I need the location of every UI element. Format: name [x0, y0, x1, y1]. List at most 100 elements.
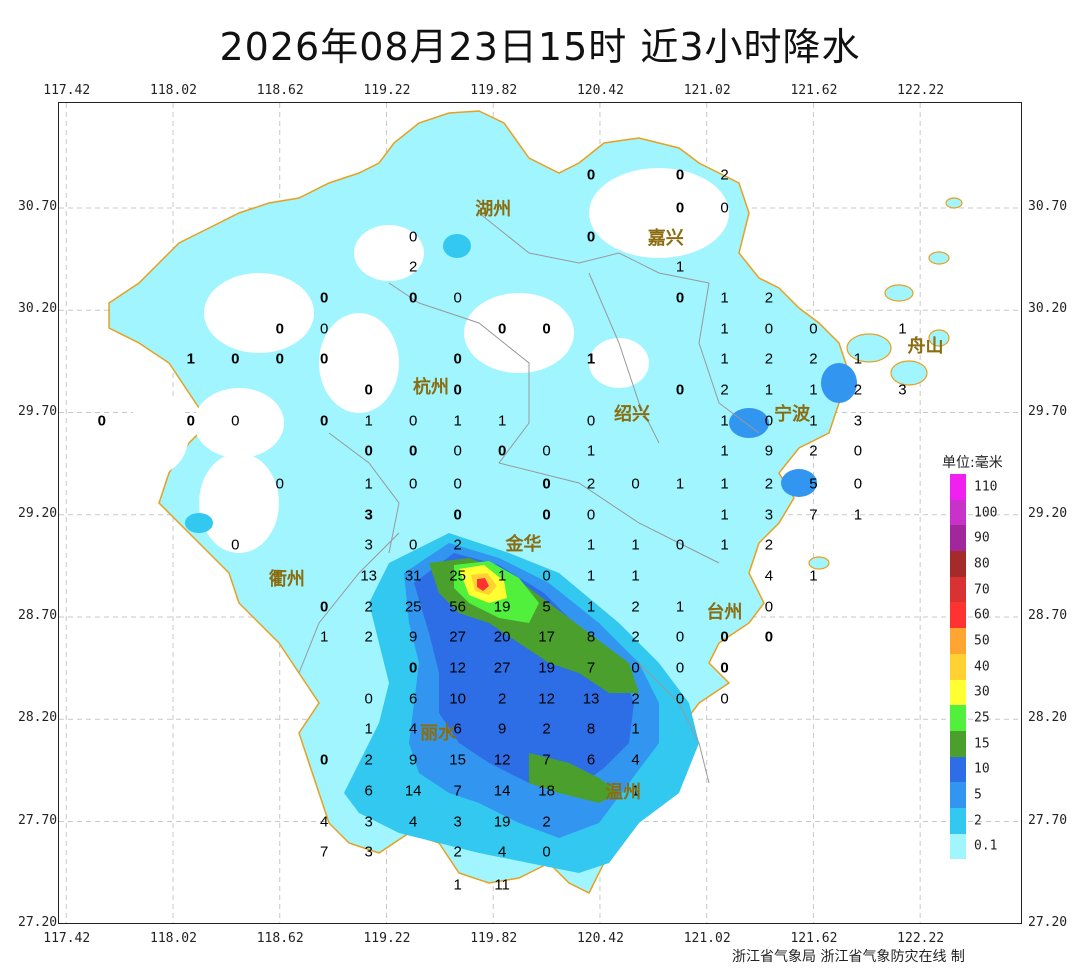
- station-value: 9: [764, 442, 774, 460]
- station-value: 1: [720, 320, 729, 338]
- station-value: 2: [720, 381, 729, 399]
- station-value: 2: [497, 690, 507, 708]
- city-label: 衢州: [268, 569, 305, 591]
- legend: 单位:毫米 110 100 90 80 70 60 50 40 30 25 15 10 5 2 0.1: [940, 452, 1030, 860]
- station-value: 1: [675, 598, 685, 616]
- station-value: 0: [275, 475, 284, 493]
- legend-label: 40: [974, 659, 990, 675]
- latitude-tick-label: 28.70: [1028, 608, 1068, 623]
- station-value: 1: [186, 350, 195, 368]
- station-value: 0: [853, 442, 863, 460]
- station-value: 1: [586, 536, 596, 554]
- station-value: 20: [493, 628, 511, 646]
- longitude-tick-label: 121.62: [790, 83, 838, 98]
- map-title: 2026年08月23日15时 近3小时降水: [219, 25, 861, 69]
- latitude-tick-label: 29.20: [18, 505, 58, 521]
- station-value: 0: [497, 442, 507, 460]
- latitude-tick-label: 28.20: [18, 710, 58, 726]
- station-value: 0: [586, 412, 596, 430]
- station-value: 0: [542, 843, 551, 861]
- station-value: 1: [364, 720, 373, 738]
- station-value: 2: [764, 536, 774, 554]
- station-value: 1: [720, 536, 729, 554]
- station-value: 2: [764, 475, 774, 493]
- station-value: 0: [231, 350, 240, 368]
- city-label: 杭州: [412, 376, 449, 398]
- station-value: 27: [493, 659, 511, 677]
- station-value: 0: [97, 412, 106, 430]
- station-value: 8: [586, 720, 596, 738]
- longitude-tick-label: 121.02: [683, 83, 731, 98]
- legend-item: 100: [940, 499, 1030, 526]
- station-value: 0: [675, 166, 685, 184]
- city-label: 绍兴: [613, 403, 650, 425]
- legend-label: 2: [974, 813, 982, 829]
- station-value: 2: [809, 350, 818, 368]
- latitude-tick-label: 29.70: [18, 403, 58, 419]
- station-value: 9: [408, 751, 418, 769]
- station-value: 6: [364, 782, 373, 800]
- station-value: 0: [364, 690, 373, 708]
- station-value: 0: [675, 628, 685, 646]
- station-value: 0: [320, 751, 329, 769]
- longitude-tick-label: 117.42: [43, 83, 91, 98]
- longitude-tick-label: 122.22: [897, 931, 945, 946]
- station-value: 2: [364, 751, 373, 769]
- station-value: 0: [586, 506, 596, 524]
- station-value: 0: [497, 320, 507, 338]
- latitude-tick-label: 30.20: [1028, 301, 1068, 317]
- station-value: 2: [631, 690, 640, 708]
- legend-swatch: [950, 730, 966, 757]
- city-label: 金华: [505, 534, 542, 556]
- legend-swatch: [950, 602, 966, 629]
- legend-swatch: [950, 807, 966, 834]
- legend-item: 50: [940, 628, 1030, 654]
- station-value: 0: [320, 350, 329, 368]
- city-label: 舟山: [907, 336, 944, 357]
- legend-swatch: [950, 551, 966, 577]
- station-value: 2: [453, 536, 462, 554]
- longitude-tick-label: 122.22: [897, 83, 945, 98]
- longitude-tick-label: 117.42: [43, 931, 91, 946]
- legend-label: 90: [974, 530, 990, 546]
- station-value: 2: [764, 289, 774, 307]
- station-value: 3: [364, 813, 373, 830]
- station-value: 1: [586, 598, 596, 616]
- station-value: 11: [494, 876, 510, 894]
- station-value: 2: [586, 475, 596, 493]
- station-value: 0: [453, 381, 462, 399]
- station-value: 1: [364, 412, 373, 430]
- station-value: 3: [364, 506, 373, 524]
- station-value: 0: [320, 412, 329, 430]
- station-value: 0: [408, 228, 418, 246]
- station-value: 0: [764, 320, 774, 338]
- station-value: 9: [497, 720, 507, 738]
- station-value: 1: [720, 475, 729, 493]
- station-value: 56: [449, 598, 466, 616]
- legend-item: 60: [940, 602, 1030, 629]
- station-value: 0: [453, 475, 462, 493]
- station-value: 7: [809, 506, 818, 524]
- station-value: 1: [764, 381, 774, 399]
- station-value: 1: [586, 442, 596, 460]
- station-value: 18: [538, 782, 555, 800]
- station-value: 0: [675, 690, 685, 708]
- station-value: 0: [408, 412, 418, 430]
- station-value: 19: [493, 598, 511, 616]
- station-value: 7: [320, 843, 329, 861]
- latitude-tick-label: 28.20: [1028, 710, 1068, 726]
- map-canvas: [59, 103, 1021, 923]
- station-value: 0: [853, 475, 863, 493]
- credit-text: 浙江省气象局 浙江省气象防灾在线 制: [732, 949, 965, 965]
- longitude-tick-label: 121.02: [683, 931, 731, 946]
- longitude-tick-label: 120.42: [576, 83, 624, 98]
- station-value: 19: [493, 813, 511, 830]
- station-value: 0: [764, 598, 774, 616]
- station-value: 2: [720, 166, 729, 184]
- station-value: 0: [586, 228, 596, 246]
- legend-swatch: [950, 705, 966, 731]
- station-value: 0: [408, 659, 418, 677]
- station-value: 1: [853, 506, 863, 524]
- station-value: 0: [364, 381, 373, 399]
